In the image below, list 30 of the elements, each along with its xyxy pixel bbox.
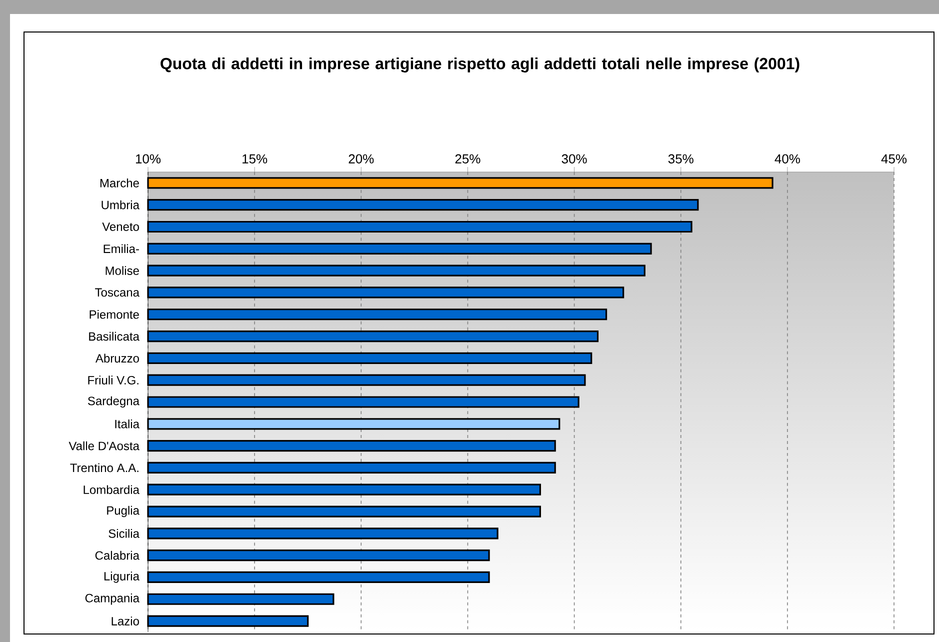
chart-title: Quota di addetti in imprese artigiane rispetto agli addetti totali nelle imprese (2001) [160, 58, 800, 72]
y-tick-label: Basilicata [89, 332, 140, 341]
y-tick-label: Friuli V.G. [88, 376, 138, 384]
y-tick-label: Umbria [102, 200, 140, 210]
y-tick-label: Emilia- [104, 244, 139, 254]
x-tick-label: 15% [242, 154, 268, 164]
x-tick-label: 40% [774, 154, 800, 164]
y-tick-label: Lazio [112, 616, 139, 626]
y-tick-label: Veneto [102, 222, 139, 231]
y-tick-label: Sardegna [88, 396, 140, 408]
y-tick-label: Valle D'Aosta [68, 441, 140, 450]
y-tick-label: Italia [115, 419, 140, 428]
x-tick-label: 45% [881, 154, 907, 164]
x-tick-label: 10% [136, 154, 161, 164]
y-tick-label: Lombardia [84, 485, 140, 494]
x-tick-label: 30% [562, 154, 587, 164]
y-tick-label: Piemonte [90, 310, 139, 319]
y-tick-label: Marche [100, 178, 139, 188]
y-tick-label: Sicilia [108, 529, 140, 538]
y-tick-label: Abruzzo [96, 354, 139, 363]
x-tick-label: 25% [455, 154, 480, 164]
y-tick-label: Puglia [107, 506, 140, 518]
y-tick-label: Molise [106, 266, 139, 275]
y-tick-label: Calabria [95, 550, 140, 560]
y-tick-label: Liguria [104, 572, 140, 583]
x-tick-label: 20% [348, 154, 374, 164]
y-tick-label: Toscana [95, 288, 140, 297]
y-tick-label: Campania [85, 594, 140, 605]
x-tick-label: 35% [668, 154, 694, 164]
y-tick-label: Trentino A.A. [70, 463, 138, 472]
